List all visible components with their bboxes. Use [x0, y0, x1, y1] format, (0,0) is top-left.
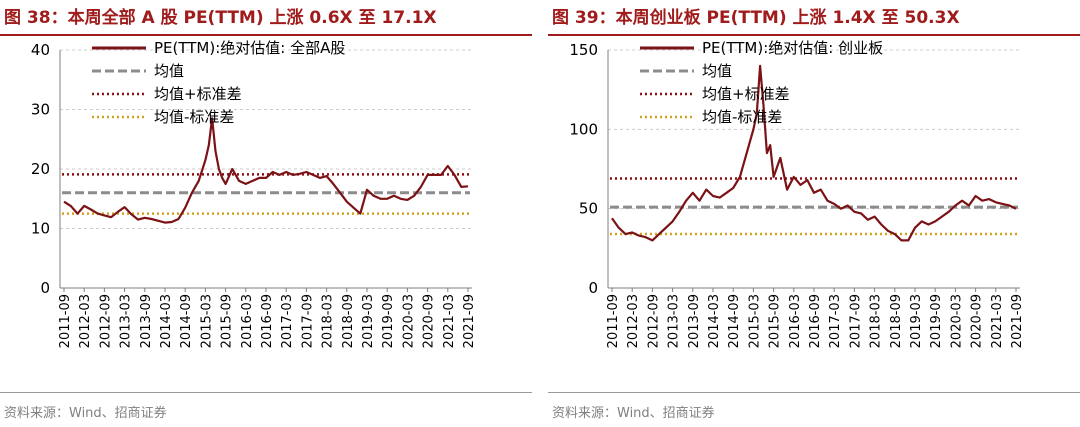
bottom-rule: [0, 392, 532, 393]
x-tick-label: 2018-09: [341, 294, 356, 348]
legend-label: 均值-标准差: [702, 108, 782, 126]
source-note: 资料来源：Wind、招商证券: [4, 406, 167, 421]
x-tick-label: 2015-09: [768, 294, 783, 348]
bottom-rule: [548, 392, 1080, 393]
chart-panel-left: 图 38：本周全部 A 股 PE(TTM) 上涨 0.6X 至 17.1X 0 1…: [0, 0, 532, 427]
x-tick-label: 2012-03: [626, 294, 641, 348]
title-rule: [548, 34, 1080, 36]
x-tick-label: 2020-09: [970, 294, 985, 348]
x-tick-label: 2014-09: [179, 294, 194, 348]
x-tick-label: 2015-03: [199, 294, 214, 348]
title-rule: [0, 34, 532, 36]
x-tick-label: 2013-09: [687, 294, 702, 348]
x-tick-label: 2021-09: [1010, 294, 1025, 348]
x-tick-label: 2014-03: [707, 294, 722, 348]
x-tick-label: 2014-09: [727, 294, 742, 348]
x-tick-label: 2015-03: [747, 294, 762, 348]
x-tick-label: 2016-09: [260, 294, 275, 348]
x-tick-label: 2018-03: [321, 294, 336, 348]
x-tick-label: 2021-09: [462, 294, 477, 348]
x-tick-label: 2021-03: [442, 294, 457, 348]
pe-chart-chinext: 0 50 100 150 2011-09 2012-03 2012-09 2013-03 201…: [569, 39, 1025, 348]
y-tick-label: 0: [588, 279, 598, 297]
x-tick-label: 2012-09: [98, 294, 113, 348]
x-tick-label: 2016-09: [808, 294, 823, 348]
x-tick-label: 2018-09: [889, 294, 904, 348]
y-tick-label: 40: [31, 41, 50, 59]
x-tick-label: 2016-03: [788, 294, 803, 348]
y-tick-label: 30: [31, 101, 50, 119]
x-tick-label: 2019-03: [361, 294, 376, 348]
pe-chart-all-a-shares: 0 10 20 30 40 2011-09 2012-03 2012-09 2013-03 201…: [31, 39, 477, 348]
y-tick-label: 20: [31, 160, 50, 178]
x-tick-label: 2017-03: [828, 294, 843, 348]
legend-label: PE(TTM):绝对估值: 创业板: [702, 39, 883, 57]
x-tick-label: 2015-09: [220, 294, 235, 348]
x-tick-label: 2019-09: [381, 294, 396, 348]
y-tick-label: 10: [31, 220, 50, 238]
x-tick-label: 2011-09: [58, 294, 73, 348]
x-tick-label: 2017-03: [280, 294, 295, 348]
x-tick-label: 2011-09: [606, 294, 621, 348]
legend-label: 均值-标准差: [154, 108, 234, 126]
x-tick-label: 2017-09: [300, 294, 315, 348]
y-tick-label: 0: [40, 279, 50, 297]
pe-series-line: [63, 117, 469, 224]
y-tick-label: 100: [569, 120, 598, 138]
legend-label: 均值: [154, 62, 184, 80]
chart-panel-right: 图 39：本周创业板 PE(TTM) 上涨 1.4X 至 50.3X 0 50 10…: [548, 0, 1080, 427]
legend-label: 均值: [702, 62, 732, 80]
legend-label: 均值+标准差: [154, 85, 242, 103]
x-tick-label: 2017-09: [848, 294, 863, 348]
x-tick-label: 2019-03: [909, 294, 924, 348]
legend-label: 均值+标准差: [702, 85, 790, 103]
x-tick-label: 2021-03: [990, 294, 1005, 348]
x-tick-label: 2020-03: [949, 294, 964, 348]
legend-label: PE(TTM):绝对估值: 全部A股: [154, 39, 345, 57]
x-tick-label: 2012-09: [646, 294, 661, 348]
y-tick-label: 50: [579, 200, 598, 218]
figure-title: 图 38：本周全部 A 股 PE(TTM) 上涨 0.6X 至 17.1X: [4, 8, 437, 28]
pe-series-line: [611, 64, 1017, 242]
x-tick-label: 2012-03: [78, 294, 93, 348]
x-tick-label: 2013-03: [667, 294, 682, 348]
x-tick-label: 2018-03: [869, 294, 884, 348]
y-tick-label: 150: [569, 41, 598, 59]
x-tick-label: 2020-03: [401, 294, 416, 348]
x-tick-label: 2014-03: [159, 294, 174, 348]
x-tick-label: 2020-09: [422, 294, 437, 348]
figure-title: 图 39：本周创业板 PE(TTM) 上涨 1.4X 至 50.3X: [552, 8, 960, 28]
x-tick-label: 2013-03: [119, 294, 134, 348]
x-tick-label: 2016-03: [240, 294, 255, 348]
source-note: 资料来源：Wind、招商证券: [552, 406, 715, 421]
x-tick-label: 2013-09: [139, 294, 154, 348]
x-tick-label: 2019-09: [929, 294, 944, 348]
